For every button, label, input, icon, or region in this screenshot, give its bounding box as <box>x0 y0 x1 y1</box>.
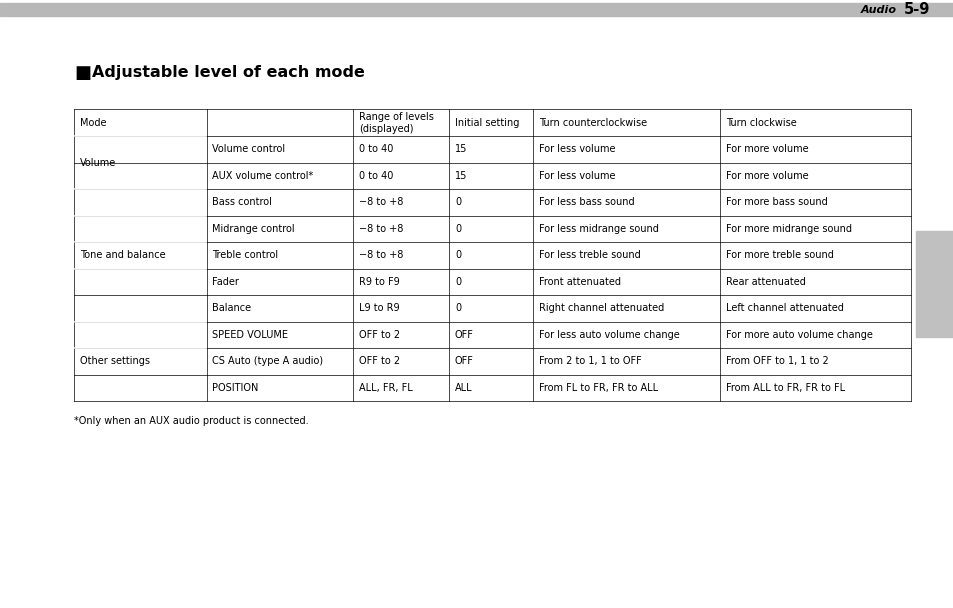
Text: Other settings: Other settings <box>80 356 150 367</box>
Text: Mode: Mode <box>80 118 107 128</box>
Text: OFF to 2: OFF to 2 <box>358 330 399 340</box>
Text: *Only when an AUX audio product is connected.: *Only when an AUX audio product is conne… <box>74 416 309 426</box>
Text: For more treble sound: For more treble sound <box>725 250 833 260</box>
Text: −8 to +8: −8 to +8 <box>358 250 403 260</box>
Bar <box>0 3 953 16</box>
Text: L9 to R9: L9 to R9 <box>358 303 399 313</box>
Text: 0: 0 <box>455 198 460 207</box>
Text: 0: 0 <box>455 250 460 260</box>
Text: Audio: Audio <box>860 5 896 15</box>
Text: Range of levels
(displayed): Range of levels (displayed) <box>358 112 434 134</box>
Text: From OFF to 1, 1 to 2: From OFF to 1, 1 to 2 <box>725 356 828 367</box>
Text: For less volume: For less volume <box>538 171 615 181</box>
Text: 5-9: 5-9 <box>902 2 929 17</box>
Text: 15: 15 <box>455 144 467 154</box>
Text: ALL, FR, FL: ALL, FR, FL <box>358 383 412 393</box>
Text: For more auto volume change: For more auto volume change <box>725 330 872 340</box>
Text: Volume control: Volume control <box>213 144 285 154</box>
Text: R9 to F9: R9 to F9 <box>358 277 399 287</box>
Text: 0: 0 <box>455 277 460 287</box>
Bar <box>915 231 953 337</box>
Text: SPEED VOLUME: SPEED VOLUME <box>213 330 288 340</box>
Text: POSITION: POSITION <box>213 383 258 393</box>
Text: 0: 0 <box>455 303 460 313</box>
Text: For less volume: For less volume <box>538 144 615 154</box>
Text: Bass control: Bass control <box>213 198 272 207</box>
Text: 0 to 40: 0 to 40 <box>358 144 393 154</box>
Text: ■: ■ <box>74 64 91 82</box>
Text: 15: 15 <box>455 171 467 181</box>
Text: OFF: OFF <box>455 356 474 367</box>
Text: For less bass sound: For less bass sound <box>538 198 634 207</box>
Text: Volume: Volume <box>80 157 116 167</box>
Text: Rear attenuated: Rear attenuated <box>725 277 805 287</box>
Text: For more midrange sound: For more midrange sound <box>725 224 851 234</box>
Text: OFF to 2: OFF to 2 <box>358 356 399 367</box>
Text: Front attenuated: Front attenuated <box>538 277 620 287</box>
Text: For less treble sound: For less treble sound <box>538 250 639 260</box>
Text: −8 to +8: −8 to +8 <box>358 224 403 234</box>
Text: Fader: Fader <box>213 277 239 287</box>
Text: OFF: OFF <box>455 330 474 340</box>
Text: 0 to 40: 0 to 40 <box>358 171 393 181</box>
Text: Turn clockwise: Turn clockwise <box>725 118 796 128</box>
Text: Tone and balance: Tone and balance <box>80 250 166 260</box>
Text: Treble control: Treble control <box>213 250 278 260</box>
Text: For more volume: For more volume <box>725 144 808 154</box>
Text: From 2 to 1, 1 to OFF: From 2 to 1, 1 to OFF <box>538 356 640 367</box>
Text: Balance: Balance <box>213 303 252 313</box>
Text: Left channel attenuated: Left channel attenuated <box>725 303 843 313</box>
Text: Initial setting: Initial setting <box>455 118 518 128</box>
Text: For more bass sound: For more bass sound <box>725 198 827 207</box>
Text: CS Auto (type A audio): CS Auto (type A audio) <box>213 356 323 367</box>
Text: Midrange control: Midrange control <box>213 224 294 234</box>
Text: For less midrange sound: For less midrange sound <box>538 224 658 234</box>
Text: From ALL to FR, FR to FL: From ALL to FR, FR to FL <box>725 383 844 393</box>
Text: From FL to FR, FR to ALL: From FL to FR, FR to ALL <box>538 383 657 393</box>
Text: AUX volume control*: AUX volume control* <box>213 171 314 181</box>
Text: For more volume: For more volume <box>725 171 808 181</box>
Text: −8 to +8: −8 to +8 <box>358 198 403 207</box>
Text: For less auto volume change: For less auto volume change <box>538 330 679 340</box>
Text: 0: 0 <box>455 224 460 234</box>
Text: Turn counterclockwise: Turn counterclockwise <box>538 118 646 128</box>
Text: Adjustable level of each mode: Adjustable level of each mode <box>91 66 364 80</box>
Text: ALL: ALL <box>455 383 472 393</box>
Text: Right channel attenuated: Right channel attenuated <box>538 303 663 313</box>
